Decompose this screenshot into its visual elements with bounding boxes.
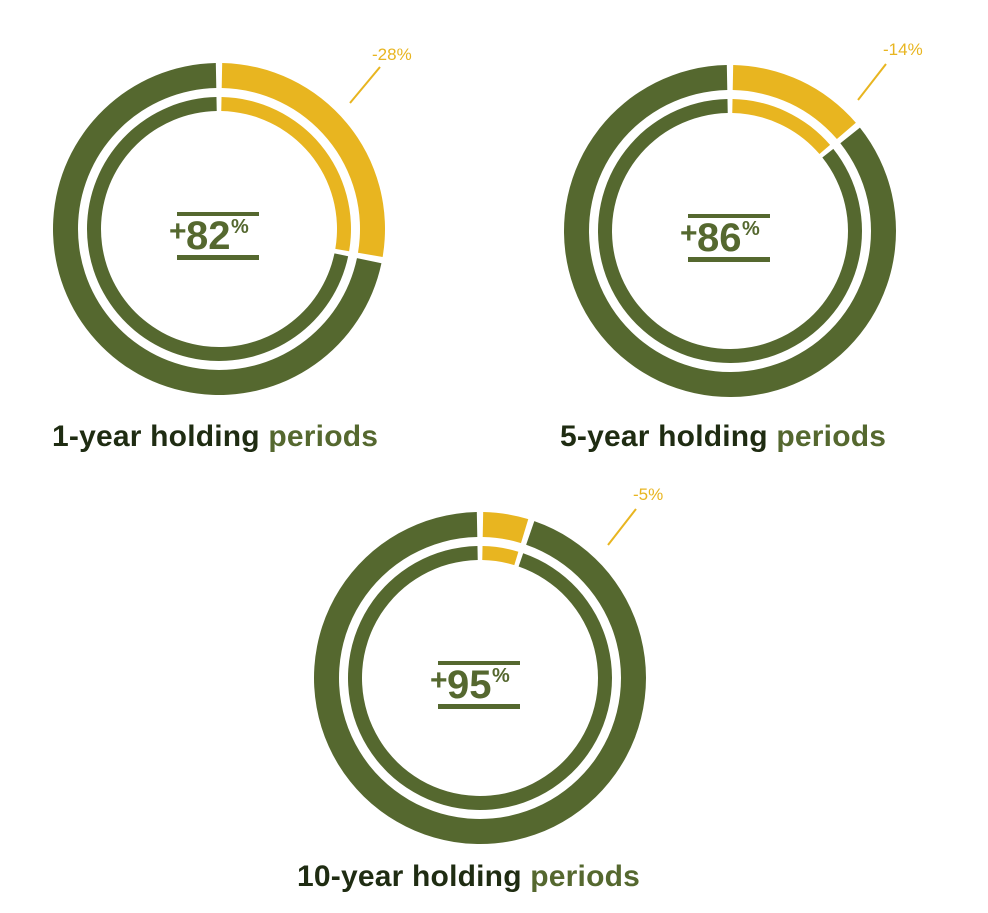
- caption-5-year: 5-year holding periods: [560, 420, 886, 454]
- negative-slice-inner: [482, 546, 519, 566]
- donut-chart-2: -14% + 86%: [564, 40, 923, 398]
- positive-unit: %: [231, 216, 249, 238]
- donut-chart-1: -28% + 82%: [52, 45, 412, 396]
- positive-value: 95: [447, 663, 492, 707]
- negative-label: -28%: [372, 45, 412, 64]
- positive-value-overline: [688, 214, 770, 218]
- caption-5-year-lead: 5-year holding: [560, 420, 768, 453]
- positive-value-underline: [177, 255, 259, 260]
- negative-slice-outer: [482, 512, 529, 544]
- positive-value-overline: [438, 661, 520, 665]
- positive-sign: +: [680, 217, 698, 250]
- positive-value-underline: [688, 257, 770, 262]
- negative-label: -14%: [883, 40, 923, 59]
- positive-unit: %: [742, 218, 760, 240]
- negative-leader-line: [607, 508, 637, 546]
- caption-1-year-tail: periods: [268, 420, 379, 453]
- positive-sign: +: [430, 664, 448, 697]
- negative-slice-outer: [221, 63, 385, 257]
- donut-chart-3: -5% + 95%: [313, 485, 663, 844]
- caption-10-year: 10-year holding periods: [297, 860, 640, 894]
- positive-value-underline: [438, 704, 520, 709]
- positive-value-overline: [177, 212, 259, 216]
- positive-value: 82: [186, 214, 231, 258]
- positive-value: 86: [697, 216, 742, 260]
- positive-sign: +: [169, 215, 187, 248]
- caption-1-year: 1-year holding periods: [52, 420, 378, 454]
- caption-5-year-tail: periods: [776, 420, 887, 453]
- caption-10-year-lead: 10-year holding: [297, 860, 522, 893]
- negative-leader-line: [349, 66, 381, 104]
- negative-label: -5%: [633, 485, 663, 504]
- negative-slice-inner: [732, 99, 831, 155]
- negative-slice-inner: [221, 97, 351, 252]
- caption-1-year-lead: 1-year holding: [52, 420, 260, 453]
- negative-leader-line: [857, 63, 887, 101]
- caption-10-year-tail: periods: [530, 860, 641, 893]
- negative-slice-outer: [732, 65, 856, 140]
- positive-unit: %: [492, 665, 510, 687]
